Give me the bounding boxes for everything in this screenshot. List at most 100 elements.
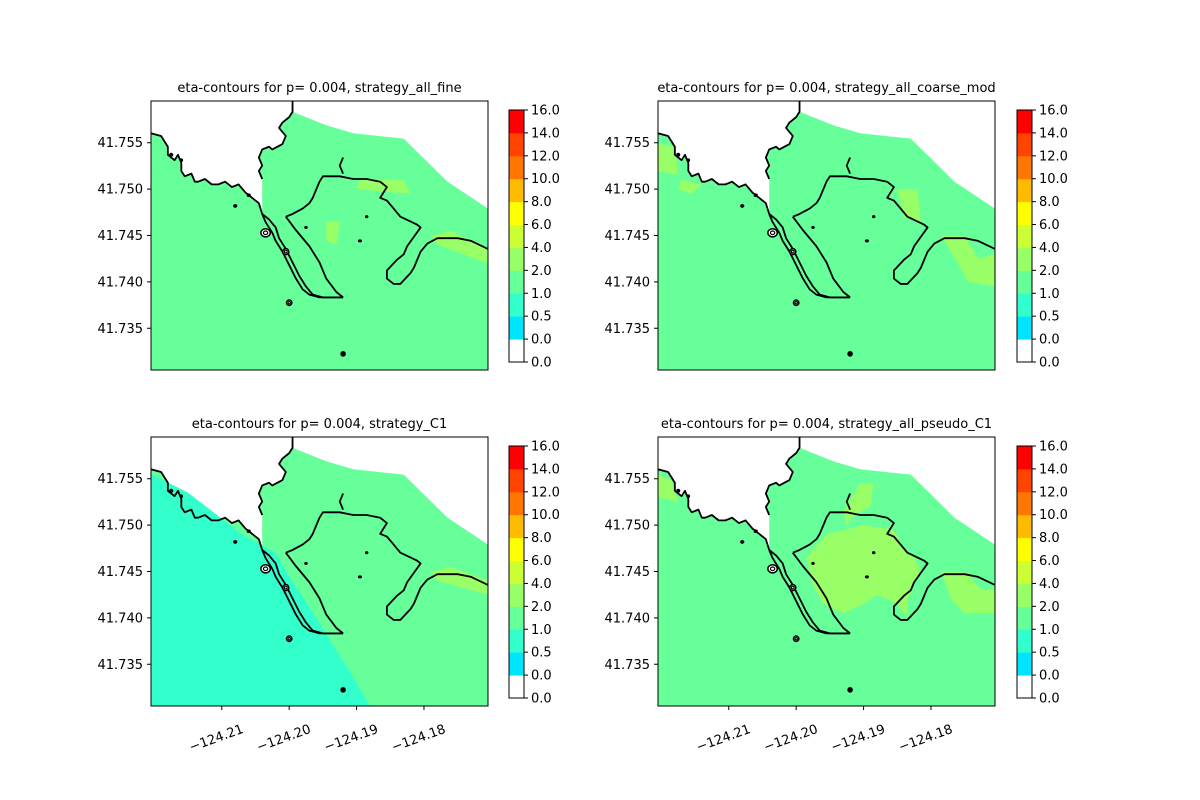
colorbar-tick-label: 6.0 [1039,218,1060,233]
x-tick-label: −124.18 [897,722,955,755]
y-tick-label: 41.735 [98,658,144,673]
island-ring-3 [287,636,291,641]
colorbar-segment [509,270,524,294]
contour-region-2 [678,179,702,194]
colorbar-tick-label: 14.0 [531,462,560,477]
colorbar-segment [1017,675,1032,699]
x-tick-label: −124.21 [695,722,753,755]
colorbar-tick-label: 1.0 [1039,623,1060,638]
colorbar-tick-label: 0.0 [531,692,552,707]
colorbar-tick-label: 0.0 [531,356,552,371]
colorbar-segment [509,293,524,317]
coastline-rock [845,157,851,174]
colorbar: 0.0 0.0 0.5 1.0 2.0 4.0 6.0 8.0 10.0 12.0 14.0 16.0 [508,104,560,371]
colorbar-tick-label: 14.0 [531,126,560,141]
panel-title: eta-contours for p= 0.004, strategy_all_… [177,81,461,96]
colorbar-frame [508,109,525,363]
island-4 [847,686,853,693]
colorbar-tick-label: 14.0 [1039,126,1068,141]
colorbar-tick-label: 0.0 [531,669,552,684]
land-northeast [799,437,995,545]
colorbar-tick-label: 0.5 [1039,646,1060,661]
island-ring-2 [790,249,795,254]
colorbar-segment [509,316,524,340]
colorbar-tick-label: 2.0 [1039,600,1060,615]
island-2 [282,247,290,256]
colorbar-segment [1017,339,1032,363]
colorbar-segment [509,178,524,203]
island-6 [740,540,745,544]
colorbar-tick-label: 1.0 [531,623,552,638]
land-northeast [292,101,488,209]
y-tick-label: 41.745 [98,229,144,244]
colorbar-tick-label: 0.0 [1039,356,1060,371]
y-tick-label: 41.755 [605,136,651,151]
y-tick-label: 41.735 [605,658,651,673]
colorbar-segment [1017,468,1032,493]
colorbar-frame [1016,109,1033,363]
colorbar-segment [509,224,524,248]
coastline-main [151,132,344,299]
island-1 [260,228,272,238]
contour-region-3 [897,189,921,222]
colorbar-segment [509,652,524,676]
island-9 [864,575,870,579]
colorbar-segment [1017,514,1032,539]
y-tick-label: 41.740 [605,275,651,290]
island-ring-3 [794,300,798,305]
coastline-jetty [792,216,851,299]
coastline-harbor [792,175,995,285]
island-11 [304,225,308,229]
plot-area [658,437,995,706]
x-tick-label: −124.20 [762,722,820,755]
colorbar-segment [1017,293,1032,317]
coastline-rock [845,493,851,510]
coastline-main [658,468,851,635]
island-5 [246,529,251,533]
island-8 [179,158,184,163]
coastline-jetty-inner [261,549,344,635]
colorbar-tick-label: 2.0 [531,600,552,615]
y-tick-label: 41.745 [98,565,144,580]
colorbar-segment [1017,132,1032,157]
plot-area [151,437,488,706]
island-8 [179,494,184,499]
colorbar-tick-label: 14.0 [1039,462,1068,477]
colorbar-tick-label: 8.0 [531,531,552,546]
coastline-jetty-inner [768,213,851,299]
y-tick-label: 41.740 [98,275,144,290]
colorbar-tick-label: 4.0 [1039,577,1060,592]
colorbar: 0.0 0.0 0.5 1.0 2.0 4.0 6.0 8.0 10.0 12.0 14.0 16.0 [508,440,560,707]
colorbar-segment [509,514,524,539]
island-ring-1 [262,566,269,572]
colorbar-segment [509,110,524,134]
colorbar-segment [509,201,524,226]
colorbar-segment [509,468,524,493]
colorbar-segment [1017,224,1032,248]
panel-title: eta-contours for p= 0.004, strategy_all_… [661,417,992,432]
land-northeast [799,101,995,209]
contour-region-1 [326,221,340,245]
contour-region-1 [658,474,679,502]
colorbar-tick-label: 1.0 [531,287,552,302]
colorbar-segment [509,606,524,630]
colorbar-tick-label: 0.0 [531,333,552,348]
island-ring-1 [262,230,269,236]
island-9 [864,239,870,243]
island-7 [169,488,174,493]
colorbar-segment [509,583,524,607]
island-4 [340,686,346,693]
colorbar-segment [509,247,524,271]
x-tick-label: −124.21 [188,722,246,755]
island-10 [364,551,369,555]
colorbar-tick-label: 8.0 [1039,531,1060,546]
island-ring-3 [287,300,291,305]
island-5 [753,529,758,533]
panel-3: eta-contours for p= 0.004, strategy_C1 41… [98,417,560,755]
colorbar-segment [1017,629,1032,653]
colorbar-tick-label: 6.0 [1039,554,1060,569]
colorbar-tick-label: 2.0 [1039,264,1060,279]
x-tick-label: −124.19 [829,722,887,755]
y-tick-label: 41.740 [605,611,651,626]
colorbar-segment [509,560,524,584]
